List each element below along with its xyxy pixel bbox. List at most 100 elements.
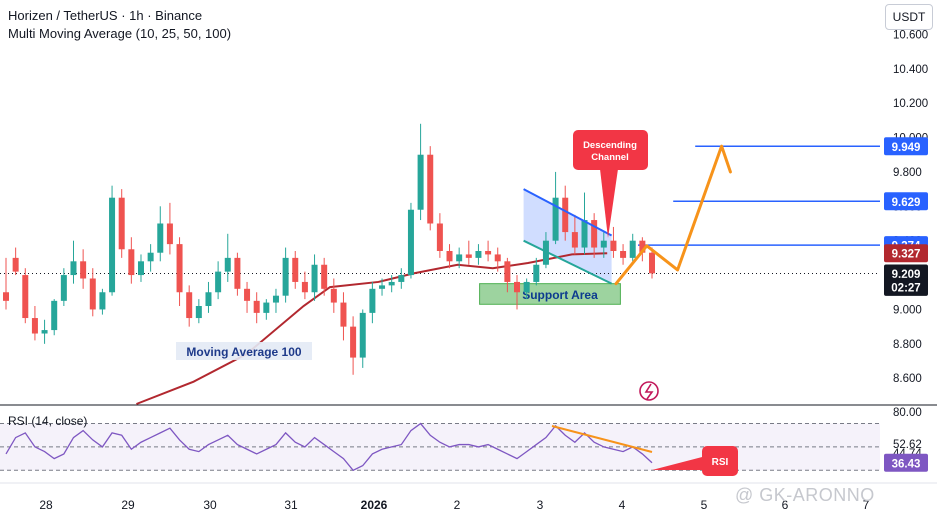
watermark: @ GK-ARONNO [735, 485, 875, 505]
rsi-callout-label: RSI [712, 457, 729, 468]
candle-body [166, 223, 173, 245]
candle-body [504, 261, 511, 282]
candle-body [99, 292, 106, 310]
flash-icon-bolt [644, 383, 654, 400]
channel-upper-line [523, 188, 613, 237]
candle-body [562, 197, 569, 233]
candle-body [109, 197, 116, 293]
time-tick-label: 4 [619, 498, 626, 512]
candle-body [542, 240, 549, 265]
time-tick-label: 2026 [361, 498, 388, 512]
indicator-label: Multi Moving Average (10, 25, 50, 100) [8, 26, 232, 41]
candle-body [128, 249, 135, 276]
price-label-box [884, 192, 928, 211]
price-tick-label: 10.400 [893, 64, 928, 76]
projection-path [614, 144, 732, 286]
price-label-box [884, 277, 928, 296]
time-tick-label: 7 [863, 498, 870, 512]
time-axis: 28 29 30 31 2026 2 3 4 5 6 7 [39, 498, 869, 512]
candle-body [282, 257, 289, 296]
candle-body [272, 295, 279, 303]
price-tick-label: 8.600 [893, 373, 922, 385]
rsi-divergence-line [551, 425, 653, 453]
candle-body [60, 275, 67, 301]
candle-body [31, 318, 38, 334]
candle-body [176, 244, 183, 293]
candle-body [224, 257, 231, 272]
candle-body [340, 302, 347, 327]
price-label-text: 9.949 [892, 142, 921, 154]
price-tick-label: 10.200 [893, 98, 928, 110]
candle-body [398, 275, 405, 282]
candle-body [137, 261, 144, 276]
ma-label: Moving Average 100 [186, 345, 301, 359]
candle-body [475, 250, 482, 258]
time-tick-label: 6 [782, 498, 789, 512]
candle-body [195, 306, 202, 319]
candle-body [301, 281, 308, 293]
channel-lower-line [523, 239, 613, 285]
candle-body [359, 312, 366, 358]
price-label-text: 9.327 [892, 249, 921, 261]
time-tick-label: 2 [454, 498, 461, 512]
candle-body [639, 240, 646, 253]
time-tick-label: 28 [39, 498, 53, 512]
candle-body [571, 232, 578, 248]
price-tick-label: 8.800 [893, 339, 922, 351]
candle-body [330, 288, 337, 303]
candle-body [369, 288, 376, 313]
candle-body [244, 288, 251, 301]
candle-body [533, 264, 540, 282]
rsi-tick-label: 52.62 [893, 439, 922, 451]
support-area-label: Support Area [522, 288, 598, 302]
price-label-box [884, 137, 928, 156]
candle-body [456, 254, 463, 262]
price-label-text: 9.629 [892, 197, 921, 209]
rsi-tick-label: 80.00 [893, 407, 922, 419]
candle-body [118, 197, 125, 250]
channel-callout-line1: Descending [583, 140, 637, 151]
candle-body [321, 264, 328, 289]
rsi-title: RSI (14, close) [8, 414, 88, 428]
price-tick-label: 10.600 [893, 29, 928, 41]
candle-body [22, 275, 29, 319]
candle-body [253, 300, 260, 313]
candle-body [51, 300, 58, 331]
price-tick-label: 9.800 [893, 167, 922, 179]
candle-body [465, 254, 472, 258]
candles [3, 123, 655, 375]
candle-body [379, 285, 386, 289]
currency-button[interactable]: USDT [885, 4, 933, 30]
candle-body [205, 292, 212, 307]
candle-body [629, 240, 636, 258]
rsi-callout-pointer [652, 456, 706, 470]
price-label-box [884, 244, 928, 263]
candle-body [436, 223, 443, 251]
time-tick-label: 29 [121, 498, 135, 512]
candle-body [417, 154, 424, 210]
time-tick-label: 3 [537, 498, 544, 512]
candle-body [12, 257, 19, 272]
price-label-text: 02:27 [891, 282, 920, 294]
candle-body [620, 250, 627, 258]
rsi-current-box [884, 453, 928, 472]
candle-body [157, 223, 164, 253]
candle-body [263, 302, 270, 313]
candle-body [186, 292, 193, 319]
channel-callout-pointer [600, 169, 618, 238]
time-tick-label: 30 [203, 498, 217, 512]
price-tick-label: 9.000 [893, 304, 922, 316]
candle-body [41, 330, 48, 334]
candle-body [427, 154, 434, 224]
candle-body [80, 261, 87, 279]
candle-body [3, 292, 9, 301]
rsi-line [5, 422, 653, 472]
time-tick-label: 5 [701, 498, 708, 512]
price-axis: 10.60010.40010.20010.0009.8009.6009.4009… [884, 29, 928, 472]
candle-body [649, 252, 655, 274]
ma-label-bg [176, 342, 312, 360]
candle-body [234, 257, 241, 289]
candle-body [552, 197, 559, 241]
